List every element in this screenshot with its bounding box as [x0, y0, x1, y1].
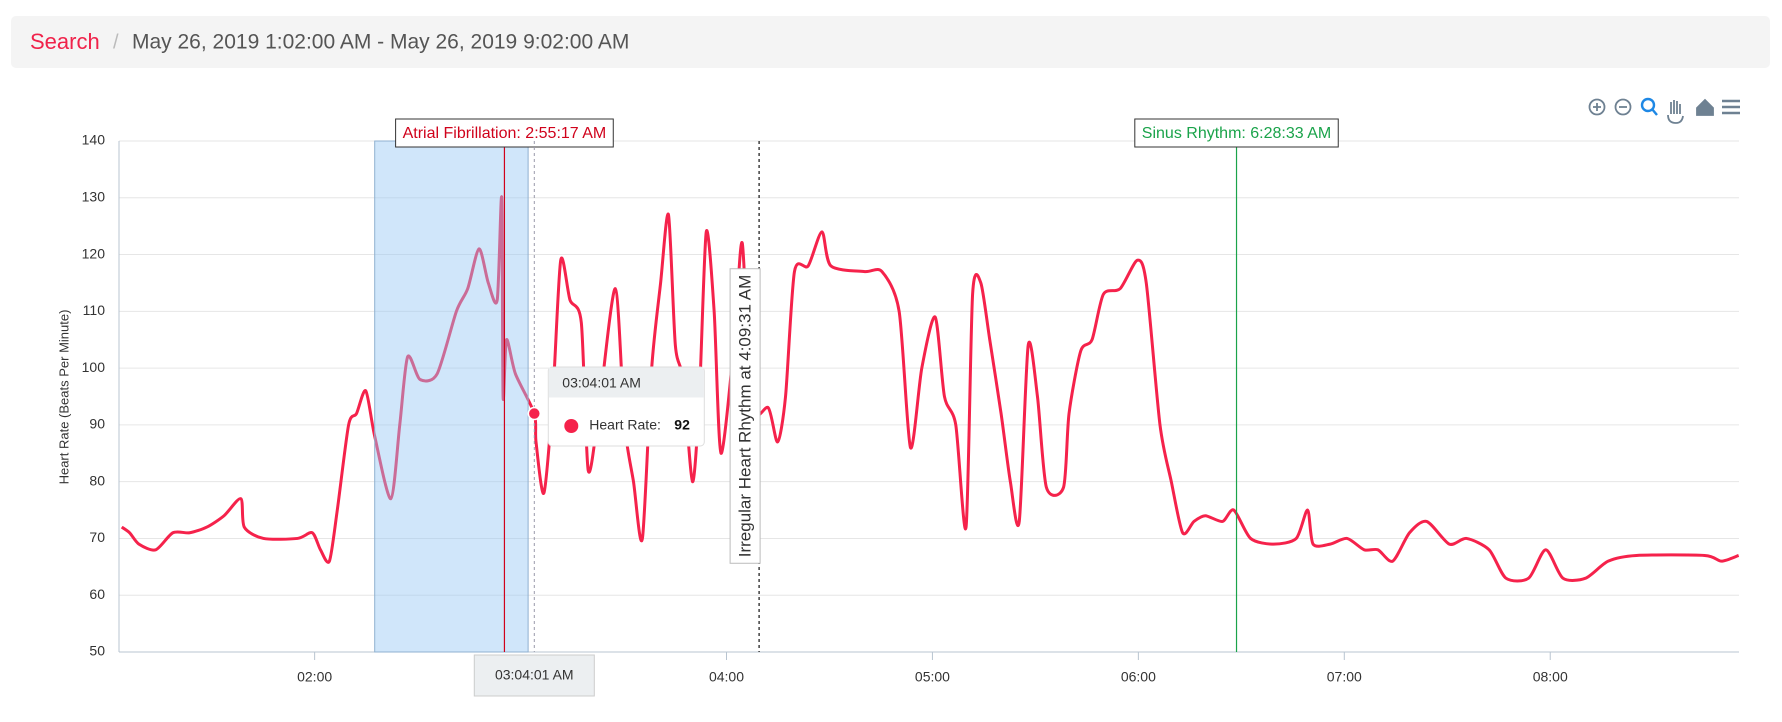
- y-tick-label: 50: [89, 643, 105, 659]
- x-tick-label: 04:00: [709, 669, 744, 685]
- zoom-in[interactable]: [1588, 98, 1606, 116]
- reset-home[interactable]: [1696, 98, 1714, 116]
- y-tick-label: 120: [82, 245, 106, 261]
- annotation-box: [1134, 118, 1339, 148]
- x-tick-label: 05:00: [915, 669, 950, 685]
- tooltip-value: 92: [674, 417, 690, 433]
- crosshair-label-text: 03:04:01 AM: [495, 667, 574, 683]
- x-tick-label: 06:00: [1121, 669, 1156, 685]
- breadcrumb-separator: /: [113, 31, 119, 53]
- y-axis-title: Heart Rate (Beats Per Minute): [56, 310, 71, 485]
- breadcrumb-bar: [11, 16, 1770, 68]
- highlight-band: [374, 140, 529, 653]
- toolbar: [1588, 97, 1740, 124]
- annotation-box: [395, 118, 614, 148]
- annotation-text: Irregular Heart Rhythm at 4:09:31 AM: [736, 275, 755, 558]
- annotation-label: Sinus Rhythm: 6:28:33 AM: [1134, 118, 1339, 148]
- y-tick-label: 100: [82, 359, 106, 375]
- annotation-label: Atrial Fibrillation: 2:55:17 AM: [395, 118, 614, 148]
- y-tick-label: 70: [89, 529, 105, 545]
- heart-rate-line: [120, 195, 1740, 583]
- tooltip-series: Heart Rate:: [589, 417, 661, 433]
- tooltip-point: [527, 406, 542, 421]
- y-tick-label: 60: [89, 586, 105, 602]
- tooltip-header: [548, 367, 704, 398]
- crosshair-label-box: [473, 654, 595, 697]
- tooltip-time: 03:04:01 AM: [562, 375, 641, 391]
- annotation-text: Atrial Fibrillation: 2:55:17 AM: [403, 125, 607, 142]
- x-tick-label: 07:00: [1327, 669, 1362, 685]
- y-tick-label: 140: [82, 132, 106, 148]
- annotation-text: Sinus Rhythm: 6:28:33 AM: [1142, 125, 1331, 142]
- y-tick-label: 90: [89, 416, 105, 432]
- x-tick-label: 08:00: [1533, 669, 1568, 685]
- crosshair-label: 03:04:01 AM: [473, 654, 595, 697]
- y-tick-label: 130: [82, 188, 106, 204]
- annotation-box: [729, 268, 761, 564]
- x-tick-label: 02:00: [297, 669, 332, 685]
- breadcrumb-range: May 26, 2019 1:02:00 AM - May 26, 2019 9…: [132, 31, 629, 54]
- tooltip-swatch: [564, 419, 579, 433]
- zoom-out[interactable]: [1614, 98, 1632, 116]
- y-tick-label: 80: [89, 472, 105, 488]
- annotation-label: Irregular Heart Rhythm at 4:09:31 AM: [729, 268, 761, 564]
- zoom-select[interactable]: [1640, 97, 1658, 116]
- pan[interactable]: [1667, 100, 1684, 124]
- tooltip: 03:04:01 AM Heart Rate: 92: [547, 366, 705, 447]
- menu[interactable]: [1722, 99, 1740, 115]
- y-tick-label: 110: [83, 302, 106, 318]
- breadcrumb-link[interactable]: Search: [30, 29, 100, 54]
